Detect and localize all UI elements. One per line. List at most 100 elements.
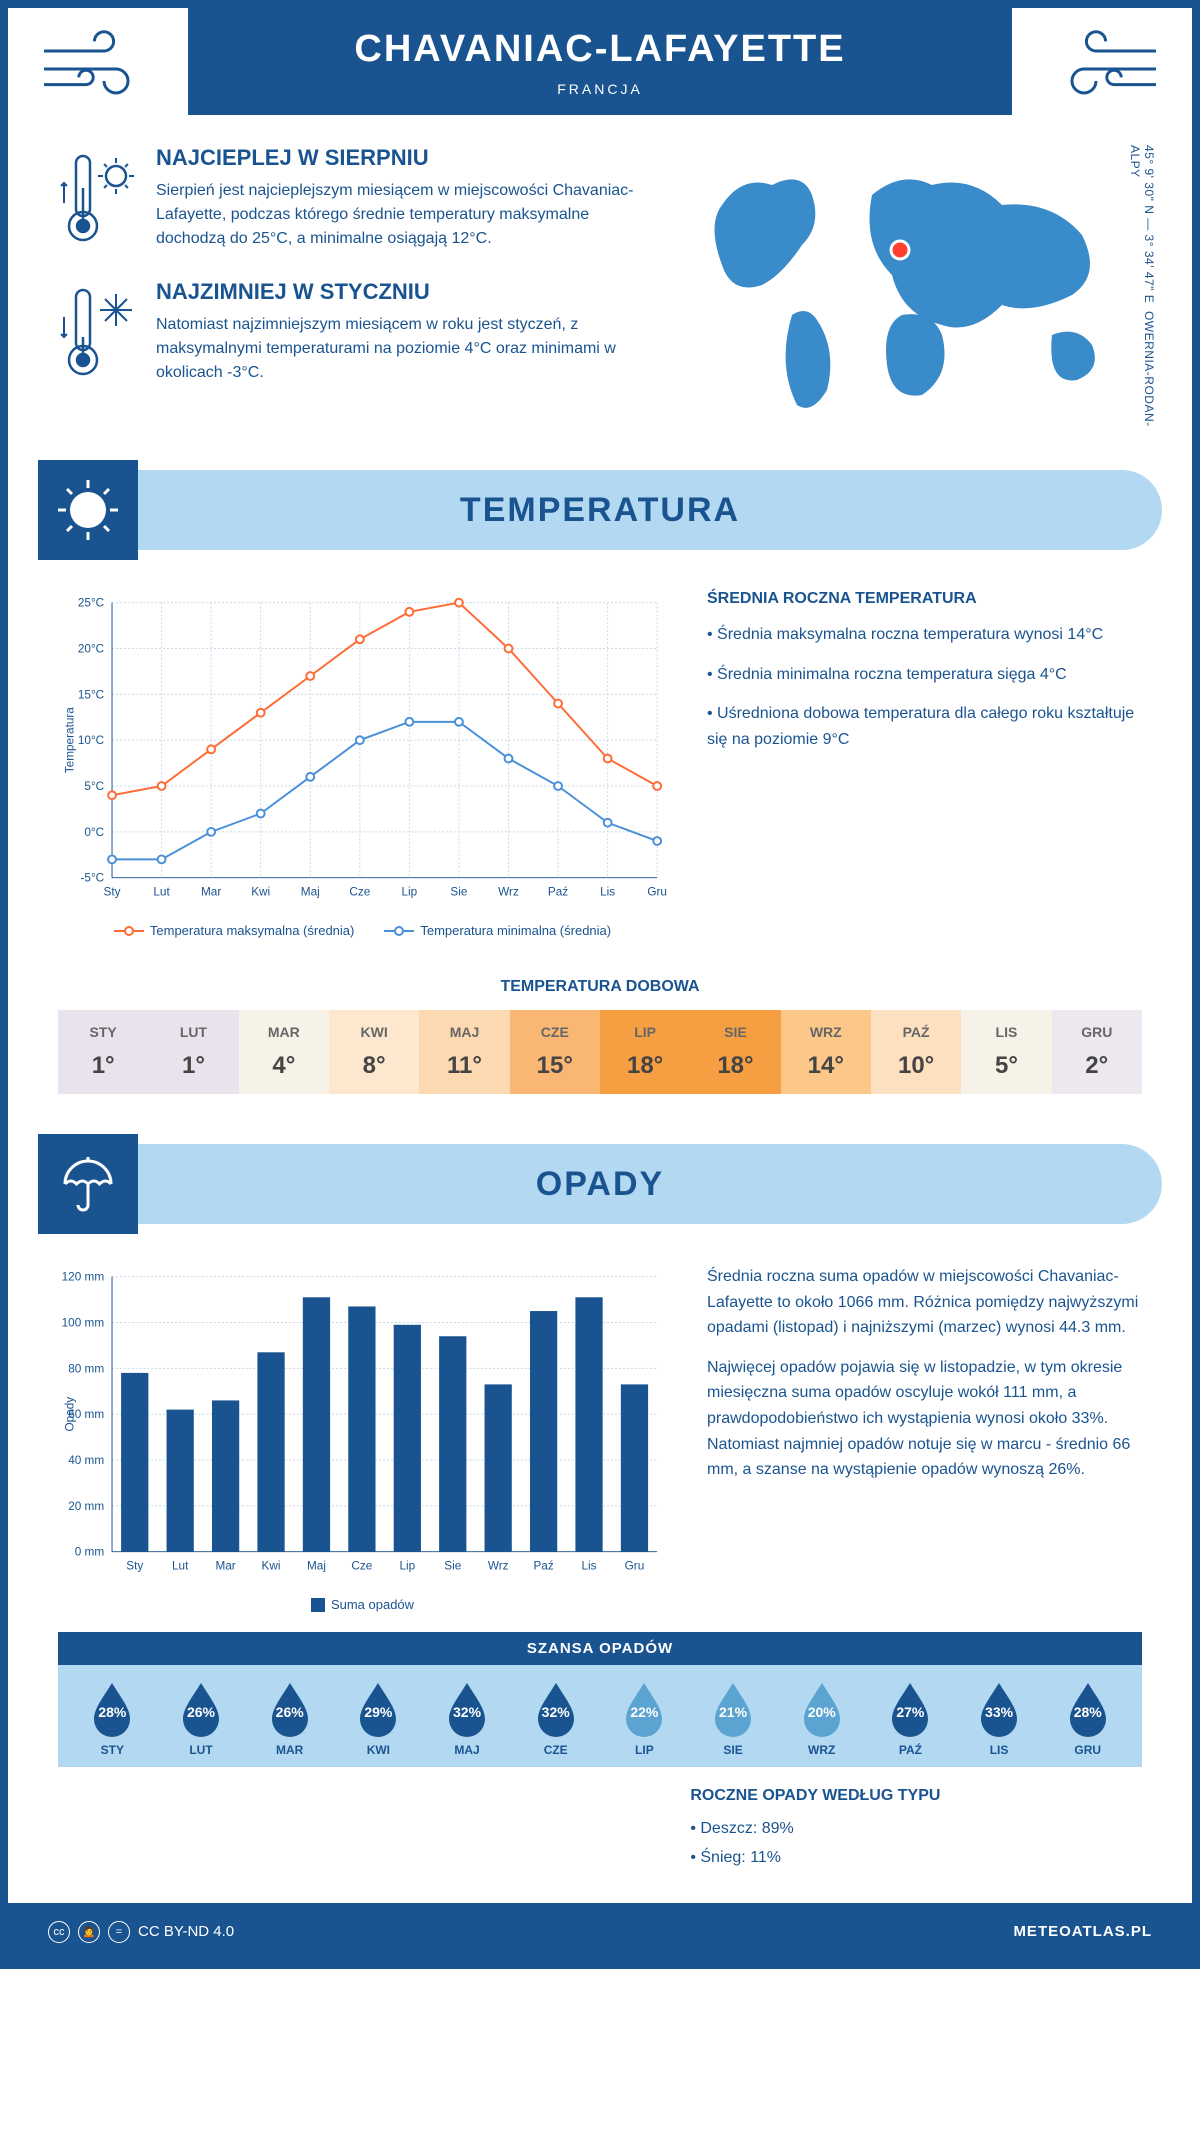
daily-temp-cell: LIS5° [961, 1010, 1051, 1094]
map-container: 45° 9' 30" N — 3° 34' 47" E OWERNIA-RODA… [682, 145, 1142, 430]
daily-temp-cell: PAŹ10° [871, 1010, 961, 1094]
temperature-section-header: TEMPERATURA [38, 470, 1162, 550]
opady-legend: Suma opadów [58, 1597, 667, 1612]
by-icon: 🙍 [78, 1921, 100, 1943]
svg-text:Sie: Sie [450, 885, 467, 898]
nd-icon: = [108, 1921, 130, 1943]
svg-text:Temperatura: Temperatura [64, 707, 77, 774]
title-banner: CHAVANIAC-LAFAYETTE FRANCJA [188, 8, 1012, 115]
svg-text:Lip: Lip [402, 885, 418, 898]
temp-bullet: • Uśredniona dobowa temperatura dla całe… [707, 701, 1142, 752]
svg-text:Lis: Lis [582, 1559, 597, 1572]
svg-text:Kwi: Kwi [262, 1559, 281, 1572]
license-block: cc 🙍 = CC BY-ND 4.0 [48, 1921, 234, 1943]
daily-temp-cell: CZE15° [510, 1010, 600, 1094]
section-title: OPADY [38, 1165, 1162, 1204]
temperature-line-chart: -5°C0°C5°C10°C15°C20°C25°CStyLutMarKwiMa… [58, 590, 667, 910]
legend-max: Temperatura maksymalna (średnia) [150, 923, 354, 938]
world-map-icon [682, 145, 1142, 425]
svg-text:Gru: Gru [647, 885, 667, 898]
intro-facts: NAJCIEPLEJ W SIERPNIU Sierpień jest najc… [58, 145, 642, 430]
svg-text:120 mm: 120 mm [62, 1271, 105, 1284]
license-text: CC BY-ND 4.0 [138, 1923, 234, 1940]
rain-drop-cell: 27%PAŹ [866, 1679, 955, 1757]
svg-text:Cze: Cze [351, 1559, 372, 1572]
svg-text:Lut: Lut [153, 885, 170, 898]
umbrella-icon [38, 1134, 138, 1234]
type-snow: • Śnieg: 11% [690, 1844, 1142, 1873]
precipitation-bar-chart: 0 mm20 mm40 mm60 mm80 mm100 mm120 mmStyL… [58, 1264, 667, 1584]
daily-temp-cell: GRU2° [1052, 1010, 1142, 1094]
rain-drop-cell: 33%LIS [955, 1679, 1044, 1757]
infographic-page: CHAVANIAC-LAFAYETTE FRANCJA NAJCIEPLEJ W… [0, 0, 1200, 1969]
thermometer-snow-icon [58, 279, 138, 385]
wind-icon [1042, 23, 1162, 103]
svg-text:-5°C: -5°C [80, 872, 104, 885]
temperature-content: -5°C0°C5°C10°C15°C20°C25°CStyLutMarKwiMa… [8, 560, 1192, 968]
temp-bullet: • Średnia maksymalna roczna temperatura … [707, 622, 1142, 648]
intro-section: NAJCIEPLEJ W SIERPNIU Sierpień jest najc… [8, 115, 1192, 450]
rain-drop-cell: 22%LIP [600, 1679, 689, 1757]
opady-text: Średnia roczna suma opadów w miejscowośc… [707, 1264, 1142, 1341]
svg-text:Wrz: Wrz [488, 1559, 509, 1572]
coldest-title: NAJZIMNIEJ W STYCZNIU [156, 279, 642, 305]
svg-text:Opady: Opady [64, 1397, 77, 1432]
thermometer-sun-icon [58, 145, 138, 251]
svg-text:Lut: Lut [172, 1559, 189, 1572]
city-title: CHAVANIAC-LAFAYETTE [228, 28, 972, 71]
rain-drops-row: 28%STY26%LUT26%MAR29%KWI32%MAJ32%CZE22%L… [58, 1665, 1142, 1767]
rain-drop-cell: 26%LUT [157, 1679, 246, 1757]
cc-icon: cc [48, 1921, 70, 1943]
rain-drop-cell: 32%CZE [511, 1679, 600, 1757]
daily-temp-cell: MAR4° [239, 1010, 329, 1094]
svg-text:Mar: Mar [215, 1559, 235, 1572]
sun-icon [38, 460, 138, 560]
daily-temp-grid: STY1°LUT1°MAR4°KWI8°MAJ11°CZE15°LIP18°SI… [58, 1010, 1142, 1094]
svg-text:40 mm: 40 mm [68, 1454, 104, 1467]
svg-text:Gru: Gru [625, 1559, 645, 1572]
country-label: FRANCJA [228, 81, 972, 97]
opady-text: Najwięcej opadów pojawia się w listopadz… [707, 1355, 1142, 1483]
svg-text:Lis: Lis [600, 885, 615, 898]
svg-text:5°C: 5°C [84, 780, 104, 793]
svg-text:20°C: 20°C [78, 642, 105, 655]
daily-temp-section: TEMPERATURA DOBOWA STY1°LUT1°MAR4°KWI8°M… [8, 968, 1192, 1124]
rain-drop-cell: 21%SIE [689, 1679, 778, 1757]
svg-text:25°C: 25°C [78, 597, 105, 610]
rain-drop-cell: 20%WRZ [777, 1679, 866, 1757]
section-title: TEMPERATURA [38, 491, 1162, 530]
rain-drop-cell: 32%MAJ [423, 1679, 512, 1757]
footer: cc 🙍 = CC BY-ND 4.0 METEOATLAS.PL [8, 1903, 1192, 1961]
legend-bar: Suma opadów [331, 1597, 414, 1612]
svg-text:Maj: Maj [307, 1559, 326, 1572]
svg-text:Maj: Maj [301, 885, 320, 898]
rain-drop-cell: 29%KWI [334, 1679, 423, 1757]
svg-text:Wrz: Wrz [498, 885, 519, 898]
svg-text:15°C: 15°C [78, 688, 105, 701]
daily-temp-cell: MAJ11° [419, 1010, 509, 1094]
daily-temp-cell: LUT1° [148, 1010, 238, 1094]
svg-text:0 mm: 0 mm [75, 1546, 105, 1559]
temp-legend: Temperatura maksymalna (średnia) Tempera… [58, 923, 667, 938]
daily-temp-cell: WRZ14° [781, 1010, 871, 1094]
legend-min: Temperatura minimalna (średnia) [420, 923, 611, 938]
svg-text:Kwi: Kwi [251, 885, 270, 898]
svg-text:100 mm: 100 mm [62, 1316, 105, 1329]
coldest-text: Natomiast najzimniejszym miesiącem w rok… [156, 313, 642, 385]
svg-text:Sty: Sty [126, 1559, 143, 1572]
svg-text:Mar: Mar [201, 885, 221, 898]
precipitation-content: 0 mm20 mm40 mm60 mm80 mm100 mm120 mmStyL… [8, 1234, 1192, 1622]
rain-drop-cell: 28%STY [68, 1679, 157, 1757]
line-chart-box: -5°C0°C5°C10°C15°C20°C25°CStyLutMarKwiMa… [58, 590, 667, 938]
svg-text:Paź: Paź [548, 885, 568, 898]
rain-chance-title: SZANSA OPADÓW [58, 1632, 1142, 1665]
type-title: ROCZNE OPADY WEDŁUG TYPU [690, 1787, 1142, 1805]
header-wrap: CHAVANIAC-LAFAYETTE FRANCJA [8, 8, 1192, 115]
daily-temp-title: TEMPERATURA DOBOWA [58, 978, 1142, 996]
temp-bullet: • Średnia minimalna roczna temperatura s… [707, 662, 1142, 688]
wind-icon [38, 23, 158, 103]
opady-summary: Średnia roczna suma opadów w miejscowośc… [707, 1264, 1142, 1612]
type-rain: • Deszcz: 89% [690, 1815, 1142, 1844]
svg-text:Cze: Cze [349, 885, 370, 898]
hottest-fact: NAJCIEPLEJ W SIERPNIU Sierpień jest najc… [58, 145, 642, 251]
